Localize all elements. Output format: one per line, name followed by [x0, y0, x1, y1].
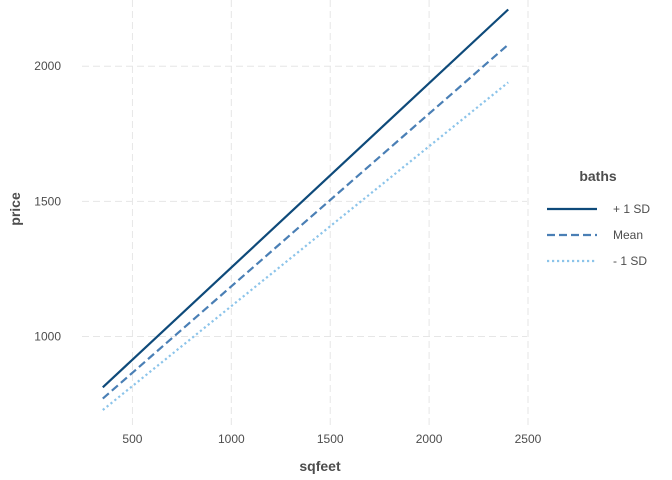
legend-label-2: Mean [613, 228, 643, 242]
grid [82, 0, 529, 427]
legend-title: baths [579, 168, 617, 184]
y-axis-ticks: 1000 1500 2000 [34, 59, 61, 343]
x-tick-label: 2500 [515, 432, 542, 446]
x-tick-label: 500 [122, 432, 142, 446]
series-line-2 [102, 43, 509, 400]
legend: baths + 1 SD Mean - 1 SD [547, 168, 650, 268]
series-line-3 [102, 81, 509, 411]
x-tick-label: 1000 [218, 432, 245, 446]
legend-label-3: - 1 SD [613, 254, 647, 268]
x-axis-ticks: 500 1000 1500 2000 2500 [122, 432, 541, 446]
series-line-1 [102, 8, 509, 389]
y-tick-label: 1500 [34, 194, 61, 208]
y-tick-label: 1000 [34, 329, 61, 343]
series-lines [102, 8, 509, 411]
x-axis-title: sqfeet [299, 458, 341, 474]
x-tick-label: 2000 [416, 432, 443, 446]
y-axis-title: price [7, 192, 23, 226]
y-tick-label: 2000 [34, 59, 61, 73]
legend-label-1: + 1 SD [613, 202, 650, 216]
x-tick-label: 1500 [317, 432, 344, 446]
